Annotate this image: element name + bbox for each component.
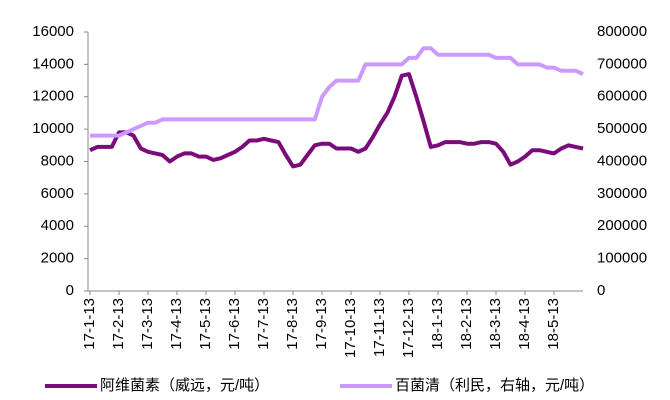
y2-tick-label: 700000 xyxy=(597,55,647,72)
y2-tick-label: 400000 xyxy=(597,152,647,169)
y2-tick-label: 500000 xyxy=(597,120,647,137)
x-tick-label: 17-4-13 xyxy=(168,298,185,350)
x-tick-label: 18-4-13 xyxy=(516,298,533,350)
series-line xyxy=(90,46,584,138)
y2-tick-label: 800000 xyxy=(597,23,647,40)
y2-tick-label: 600000 xyxy=(597,88,647,105)
x-tick-label: 17-6-13 xyxy=(226,298,243,350)
x-tick-label: 17-10-13 xyxy=(342,298,359,358)
x-tick-label: 18-2-13 xyxy=(458,298,475,350)
x-tick-label: 17-12-13 xyxy=(400,298,417,358)
y-tick-label: 10000 xyxy=(32,120,74,137)
x-tick-label: 17-8-13 xyxy=(284,298,301,350)
y-tick-label: 4000 xyxy=(41,217,74,234)
y2-tick-label: 0 xyxy=(597,282,605,299)
y-tick-label: 12000 xyxy=(32,88,74,105)
y-tick-label: 0 xyxy=(66,282,74,299)
y-tick-label: 8000 xyxy=(41,152,74,169)
y-tick-label: 6000 xyxy=(41,185,74,202)
x-tick-label: 18-3-13 xyxy=(487,298,504,350)
x-tick-label: 17-9-13 xyxy=(313,298,330,350)
x-tick-label: 17-1-13 xyxy=(81,298,98,350)
y2-tick-label: 200000 xyxy=(597,217,647,234)
x-tick-label: 18-5-13 xyxy=(545,298,562,350)
x-tick-label: 17-11-13 xyxy=(371,298,388,357)
x-tick-label: 17-7-13 xyxy=(255,298,272,350)
y-tick-label: 2000 xyxy=(41,250,74,267)
y-tick-label: 16000 xyxy=(32,23,74,40)
x-tick-label: 17-5-13 xyxy=(197,298,214,350)
legend-label: 阿维菌素（威远，元/吨） xyxy=(100,377,269,394)
legend-label: 百菌清（利民，右轴，元/吨） xyxy=(395,377,594,394)
y-tick-label: 14000 xyxy=(32,55,74,72)
y2-tick-label: 300000 xyxy=(597,185,647,202)
x-tick-label: 17-2-13 xyxy=(110,298,127,350)
x-tick-label: 18-1-13 xyxy=(429,298,446,350)
y2-tick-label: 100000 xyxy=(597,250,647,267)
x-tick-label: 17-3-13 xyxy=(139,298,156,350)
series-line xyxy=(89,72,584,169)
